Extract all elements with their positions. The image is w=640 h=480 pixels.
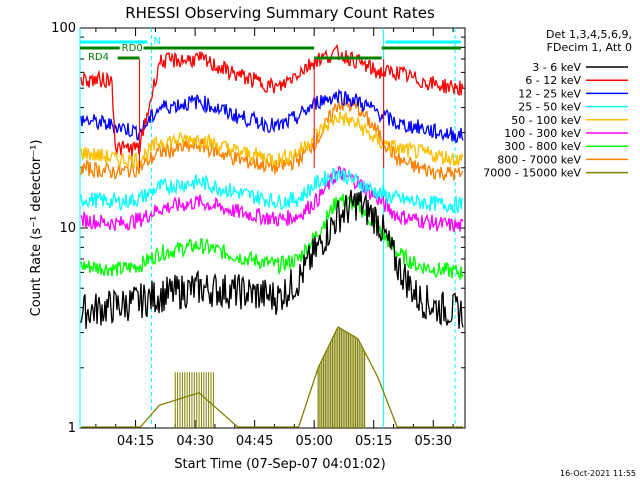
night-label: N xyxy=(153,36,160,47)
y-tick-label: 10 xyxy=(59,221,76,236)
y-tick-label: 1 xyxy=(68,421,76,436)
x-tick-label: 04:15 xyxy=(117,434,154,449)
x-tick-label: 05:30 xyxy=(415,434,452,449)
legend-label: 800 - 7000 keV xyxy=(497,153,581,166)
rd4-label: RD4 xyxy=(88,52,109,63)
series-line-50-100kev xyxy=(80,111,464,169)
x-tick-label: 04:45 xyxy=(236,434,273,449)
legend-header-decimation: FDecim 1, Att 0 xyxy=(547,41,632,54)
series-line-6-12kev xyxy=(80,43,464,157)
x-tick-label: 05:15 xyxy=(355,434,392,449)
series-line-3-6kev xyxy=(80,189,464,329)
series-line-7000-15000kev xyxy=(81,326,463,428)
x-axis-label: Start Time (07-Sep-07 04:01:02) xyxy=(174,457,385,472)
legend-label: 100 - 300 keV xyxy=(504,127,581,140)
legend-label: 7000 - 15000 keV xyxy=(483,167,581,180)
chart-title: RHESSI Observing Summary Count Rates xyxy=(125,4,435,22)
x-tick-label: 04:30 xyxy=(176,434,213,449)
y-tick-label: 100 xyxy=(51,21,76,36)
legend-label: 12 - 25 keV xyxy=(518,87,581,100)
legend-label: 300 - 800 keV xyxy=(504,140,581,153)
series-line-25-50kev xyxy=(80,167,464,214)
legend-header-detectors: Det 1,3,4,5,6,9, xyxy=(546,28,632,41)
series-line-100-300kev xyxy=(80,165,464,233)
series-line-800-7000kev xyxy=(80,97,464,181)
legend-label: 6 - 12 keV xyxy=(525,74,581,87)
y-axis-label: Count Rate (s⁻¹ detector⁻¹) xyxy=(29,140,44,317)
legend-label: 3 - 6 keV xyxy=(532,61,581,74)
timestamp: 16-Oct-2021 11:55 xyxy=(560,469,636,478)
legend-label: 25 - 50 keV xyxy=(518,101,581,114)
series-line-12-25kev xyxy=(80,88,464,144)
series-line-300-800kev xyxy=(80,193,464,281)
x-tick-label: 05:00 xyxy=(295,434,332,449)
rd0-label: RD0 xyxy=(122,43,143,54)
legend-label: 50 - 100 keV xyxy=(511,114,581,127)
